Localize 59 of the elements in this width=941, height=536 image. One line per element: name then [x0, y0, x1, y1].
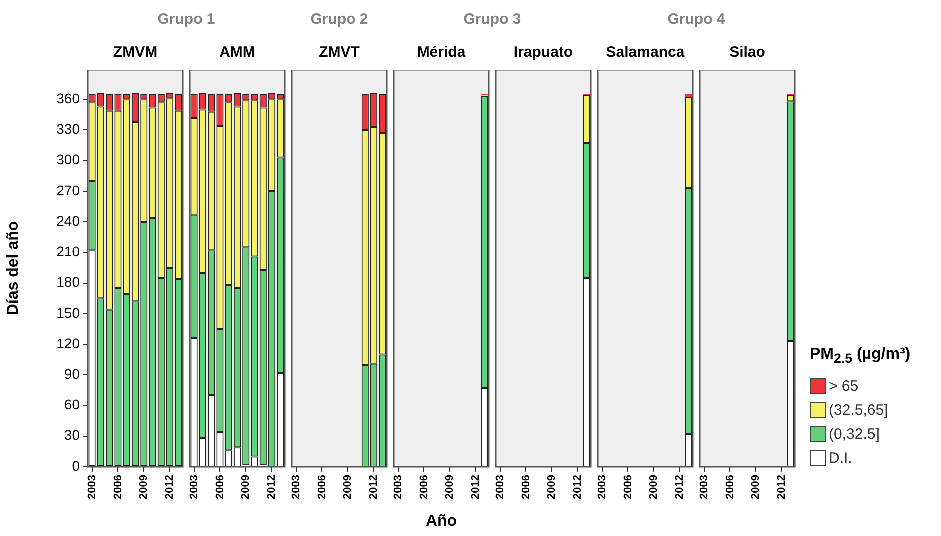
x-tick-label: 2003 [188, 475, 200, 500]
x-tick-label: 2006 [724, 475, 736, 500]
x-tick-label: 2012 [776, 475, 788, 500]
x-tick-label: 2009 [138, 475, 150, 500]
chart-title: Silao [728, 44, 766, 61]
chart-subtitle: Grupo 3 [462, 11, 522, 28]
x-tick-label: 2003 [596, 475, 608, 500]
x-tick-label: 2009 [342, 475, 354, 500]
x-tick-label: 2012 [572, 475, 584, 500]
chart-title: AMM [218, 44, 256, 61]
x-tick-label: 2009 [546, 475, 558, 500]
x-tick-label: 2003 [494, 475, 506, 500]
chart-title: Irapuato [512, 44, 574, 61]
legend-label: > 65 [829, 378, 859, 395]
x-tick-label: 2003 [86, 475, 98, 500]
x-tick-label: 2012 [470, 475, 482, 500]
legend-title: PM$_{2.5}$ (µg/m³) [810, 346, 911, 366]
y-tick-label: 60 [64, 396, 80, 413]
x-tick-label: 2006 [622, 475, 634, 500]
y-axis-title: Días del año [5, 221, 22, 316]
chart-title: Mérida [416, 44, 467, 61]
x-tick-label: 2006 [418, 475, 430, 500]
chart-title: Salamanca [605, 44, 686, 61]
x-tick-label: 2009 [240, 475, 252, 500]
y-tick-label: 240 [56, 212, 80, 229]
x-tick-label: 2006 [520, 475, 532, 500]
x-tick-label: 2006 [214, 475, 226, 500]
chart-subtitle: Grupo 1 [156, 11, 216, 28]
x-tick-label: 2012 [266, 475, 278, 500]
x-tick-label: 2006 [112, 475, 124, 500]
x-tick-label: 2009 [750, 475, 762, 500]
chart-title: ZMVM [112, 44, 159, 61]
y-tick-label: 90 [64, 366, 80, 382]
chart-title: ZMVT [318, 44, 361, 61]
x-tick-label: 2003 [698, 475, 710, 500]
x-tick-label: 2003 [392, 475, 404, 500]
y-tick-label: 180 [56, 274, 80, 290]
x-tick-label: 2003 [290, 475, 302, 500]
y-tick-label: 0 [72, 458, 80, 474]
legend-label: D.I. [829, 450, 852, 467]
y-tick-label: 30 [64, 427, 80, 444]
x-tick-label: 2009 [648, 475, 660, 500]
y-tick-label: 120 [56, 335, 80, 352]
x-tick-label: 2012 [368, 475, 380, 500]
x-tick-label: 2012 [674, 475, 686, 500]
chart-subtitle: Grupo 2 [310, 11, 370, 28]
y-tick-label: 330 [56, 121, 80, 138]
x-tick-label: 2012 [164, 475, 176, 500]
y-tick-label: 360 [56, 90, 80, 106]
legend-label: (0,32.5] [829, 426, 880, 443]
legend-label: (32.5,65] [829, 402, 888, 419]
chart-subtitle: Grupo 4 [666, 11, 726, 28]
y-tick-label: 150 [56, 304, 80, 321]
x-tick-label: 2006 [316, 475, 328, 500]
y-tick-label: 270 [56, 182, 80, 198]
x-tick-label: 2009 [444, 475, 456, 500]
y-tick-label: 210 [56, 244, 80, 260]
x-axis-title: Año [424, 513, 458, 531]
y-tick-label: 300 [56, 152, 80, 168]
